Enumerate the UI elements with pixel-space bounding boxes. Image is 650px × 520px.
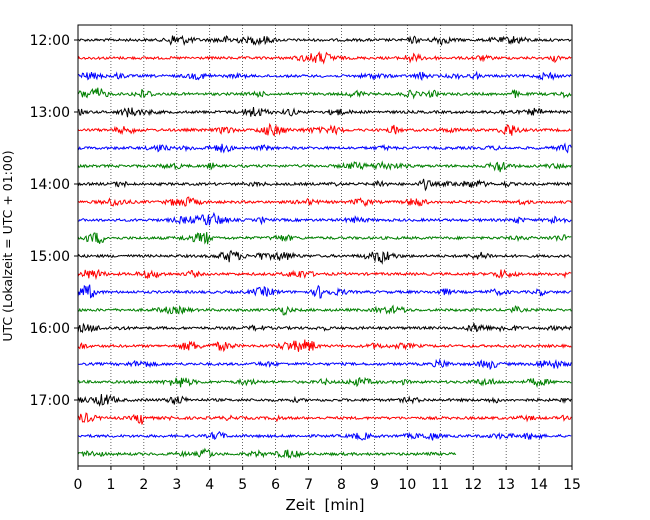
trace-line — [77, 393, 572, 408]
x-tick-label: 1 — [106, 477, 115, 493]
trace-line — [77, 50, 572, 65]
trace-line — [77, 268, 572, 281]
trace-group — [77, 34, 572, 459]
y-tick-label: 14:00 — [30, 177, 70, 193]
trace-line — [77, 142, 572, 154]
trace-line — [77, 322, 572, 334]
trace-line — [77, 122, 572, 137]
trace-line — [77, 339, 572, 353]
trace-line — [77, 231, 572, 245]
x-tick-label: 15 — [563, 477, 581, 493]
y-tick-label: 17:00 — [30, 393, 70, 409]
x-axis: 0 1 2 3 4 5 6 7 8 9 10 11 12 13 14 15 — [74, 466, 581, 493]
x-axis-title: Zeit [min] — [285, 496, 364, 514]
x-tick-label: 3 — [172, 477, 181, 493]
trace-line — [77, 284, 572, 299]
x-tick-label: 8 — [337, 477, 346, 493]
trace-line — [77, 412, 572, 425]
trace-line — [77, 160, 572, 173]
x-tick-label: 10 — [398, 477, 416, 493]
plot-frame — [77, 24, 573, 467]
x-tick-label: 9 — [370, 477, 379, 493]
x-tick-label: 7 — [304, 477, 313, 493]
x-tick-label: 4 — [205, 477, 214, 493]
y-tick-label: 16:00 — [30, 321, 70, 337]
trace-line — [77, 34, 572, 47]
trace-line — [77, 70, 572, 81]
x-tick-label: 2 — [139, 477, 148, 493]
trace-line — [77, 430, 572, 441]
trace-line — [77, 447, 457, 459]
trace-line — [77, 249, 572, 265]
y-tick-label: 13:00 — [30, 105, 70, 121]
y-tick-label: 15:00 — [30, 249, 70, 265]
y-axis: 12:00 13:00 14:00 15:00 16:00 17:00 — [30, 33, 78, 409]
y-axis-title: UTC (Lokalzeit = UTC + 01:00) — [0, 150, 15, 341]
trace-line — [77, 376, 572, 388]
trace-line — [77, 106, 572, 118]
trace-line — [77, 87, 572, 100]
trace-line — [77, 304, 572, 316]
x-tick-label: 14 — [530, 477, 548, 493]
trace-line — [77, 358, 572, 371]
x-tick-label: 12 — [464, 477, 482, 493]
trace-line — [77, 196, 572, 208]
x-tick-label: 5 — [238, 477, 247, 493]
trace-line — [77, 178, 572, 192]
y-tick-label: 12:00 — [30, 33, 70, 49]
x-tick-label: 13 — [497, 477, 515, 493]
x-tick-label: 11 — [431, 477, 449, 493]
trace-line — [77, 211, 572, 226]
x-tick-label: 0 — [74, 477, 83, 493]
x-tick-label: 6 — [271, 477, 280, 493]
